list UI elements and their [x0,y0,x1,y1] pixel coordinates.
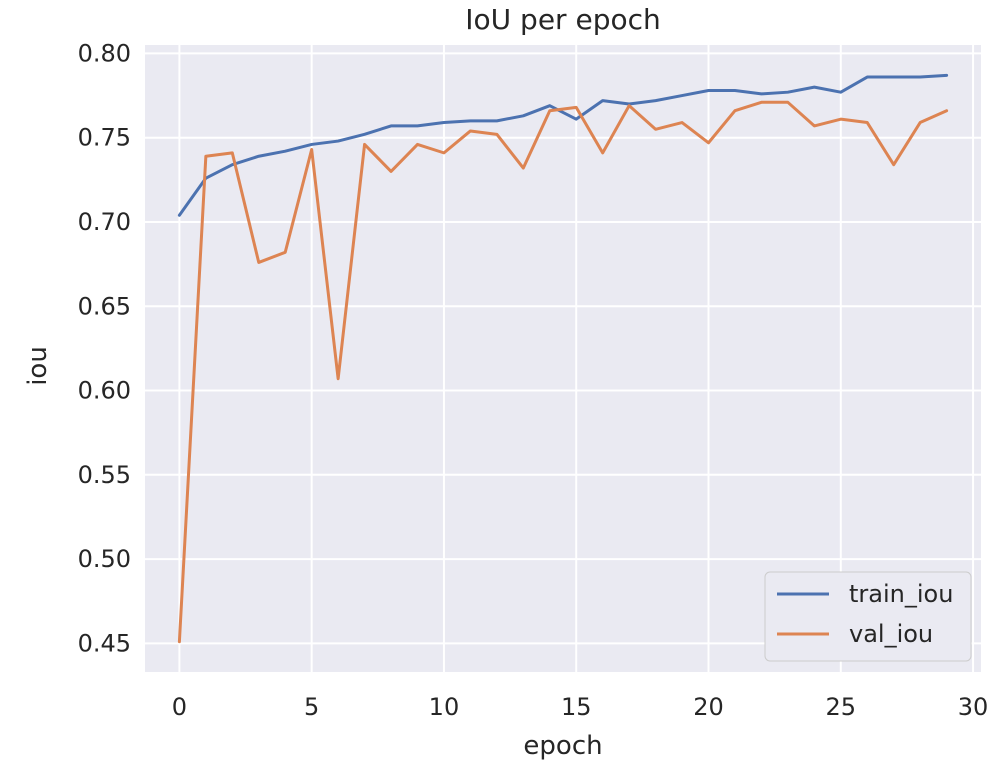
y-tick-label: 0.65 [78,292,131,320]
x-tick-label: 25 [826,693,857,721]
series-line-train-iou [177,73,949,217]
y-tick-label: 0.50 [78,545,131,573]
legend-label-val-iou: val_iou [849,620,933,648]
x-tick-label: 20 [693,693,724,721]
y-tick-label: 0.80 [78,39,131,67]
series-line-val-iou [177,100,949,644]
y-tick-label: 0.70 [78,208,131,236]
x-tick-label: 30 [958,693,989,721]
x-tick-label: 0 [172,693,187,721]
y-tick-label: 0.75 [78,124,131,152]
x-tick-label: 10 [429,693,460,721]
series-lines [177,73,949,644]
y-axis-label: iou [23,346,53,386]
x-tick-labels: 0 5 10 15 20 25 30 [172,693,989,721]
x-axis-label: epoch [523,731,602,761]
x-tick-label: 5 [304,693,319,721]
y-tick-label: 0.45 [78,629,131,657]
gridlines [145,45,981,672]
chart-title: IoU per epoch [465,3,660,36]
legend: train_iou val_iou [764,571,972,662]
x-tick-label: 15 [561,693,592,721]
legend-label-train-iou: train_iou [849,580,953,608]
y-tick-label: 0.60 [78,377,131,405]
y-tick-label: 0.55 [78,461,131,489]
y-tick-labels: 0.45 0.50 0.55 0.60 0.65 0.70 0.75 0.80 [78,39,131,657]
